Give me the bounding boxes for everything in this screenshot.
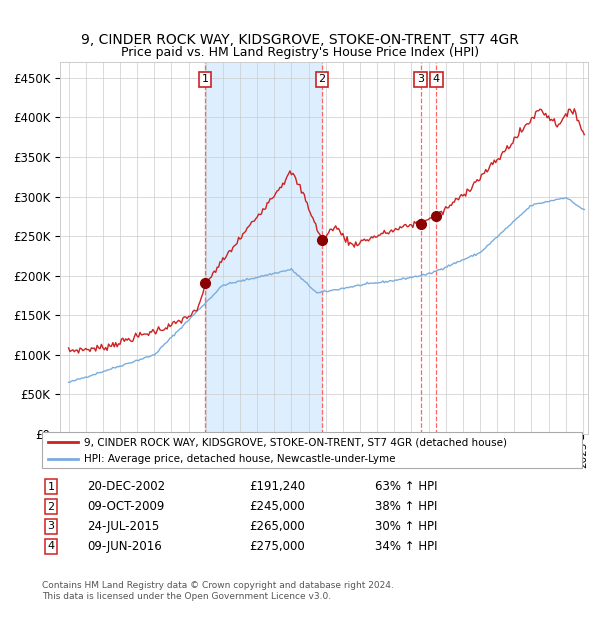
- Text: 4: 4: [433, 74, 440, 84]
- Text: Price paid vs. HM Land Registry's House Price Index (HPI): Price paid vs. HM Land Registry's House …: [121, 46, 479, 59]
- Text: 09-OCT-2009: 09-OCT-2009: [87, 500, 164, 513]
- Text: 24-JUL-2015: 24-JUL-2015: [87, 520, 159, 533]
- Text: 2: 2: [47, 502, 55, 512]
- Text: HPI: Average price, detached house, Newcastle-under-Lyme: HPI: Average price, detached house, Newc…: [84, 454, 395, 464]
- Text: 3: 3: [47, 521, 55, 531]
- Text: 20-DEC-2002: 20-DEC-2002: [87, 480, 165, 493]
- Text: 1: 1: [202, 74, 208, 84]
- Text: 2: 2: [319, 74, 326, 84]
- Text: 4: 4: [47, 541, 55, 551]
- Text: £245,000: £245,000: [249, 500, 305, 513]
- Text: Contains HM Land Registry data © Crown copyright and database right 2024.: Contains HM Land Registry data © Crown c…: [42, 581, 394, 590]
- Text: 9, CINDER ROCK WAY, KIDSGROVE, STOKE-ON-TRENT, ST7 4GR (detached house): 9, CINDER ROCK WAY, KIDSGROVE, STOKE-ON-…: [84, 437, 507, 447]
- Text: 09-JUN-2016: 09-JUN-2016: [87, 540, 162, 552]
- Text: £265,000: £265,000: [249, 520, 305, 533]
- Text: This data is licensed under the Open Government Licence v3.0.: This data is licensed under the Open Gov…: [42, 592, 331, 601]
- Text: 1: 1: [47, 482, 55, 492]
- Bar: [205, 62, 322, 434]
- Text: £275,000: £275,000: [249, 540, 305, 552]
- Text: £191,240: £191,240: [249, 480, 305, 493]
- Text: 9, CINDER ROCK WAY, KIDSGROVE, STOKE-ON-TRENT, ST7 4GR: 9, CINDER ROCK WAY, KIDSGROVE, STOKE-ON-…: [81, 33, 519, 47]
- Text: 30% ↑ HPI: 30% ↑ HPI: [375, 520, 437, 533]
- Text: 63% ↑ HPI: 63% ↑ HPI: [375, 480, 437, 493]
- Text: 38% ↑ HPI: 38% ↑ HPI: [375, 500, 437, 513]
- Text: 3: 3: [417, 74, 424, 84]
- Text: 34% ↑ HPI: 34% ↑ HPI: [375, 540, 437, 552]
